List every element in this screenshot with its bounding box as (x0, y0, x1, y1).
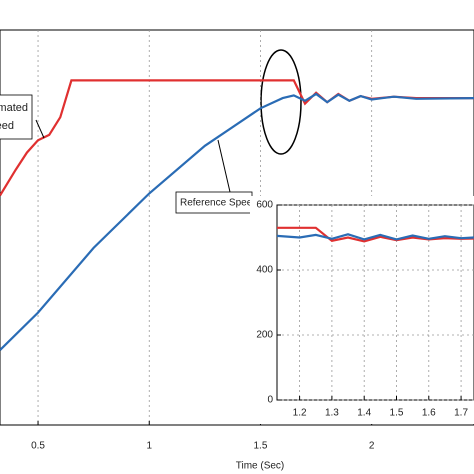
x-tick-label: 1.4 (357, 408, 371, 419)
annotation: Estimated (0, 102, 28, 114)
x-axis-label: Time (Sec) (236, 461, 285, 472)
y-tick-label: 600 (256, 200, 273, 211)
annotation: Speed (0, 120, 14, 132)
x-tick-label: 1.6 (422, 408, 436, 419)
annotation-arrow (35, 119, 45, 139)
y-tick-label: 400 (256, 265, 273, 276)
x-tick-label: 1.5 (390, 408, 404, 419)
series-line (276, 233, 474, 241)
inset-plot: 1.2 1.3 1.4 1.5 1.6 1.7 0 200 400 600 (256, 200, 474, 419)
y-tick-label: 0 (267, 395, 273, 406)
series-line (0, 92, 474, 351)
x-tick-label: 1.5 (254, 441, 268, 452)
x-tick-label: 0.5 (31, 441, 45, 452)
main-plot: 0.5 1 1.5 2 (0, 30, 474, 452)
annotation: Reference Speed (180, 198, 258, 209)
x-tick-label: 1.3 (325, 408, 339, 419)
highlight-ellipse (260, 49, 302, 155)
annotation-arrow (217, 139, 231, 193)
y-tick-label: 200 (256, 330, 273, 341)
x-tick-label: 2 (369, 441, 375, 452)
inset-frame (276, 204, 474, 401)
x-tick-label: 1 (146, 441, 152, 452)
x-tick-label: 1.7 (454, 408, 468, 419)
x-tick-label: 1.2 (293, 408, 307, 419)
annotation-box (0, 94, 33, 140)
